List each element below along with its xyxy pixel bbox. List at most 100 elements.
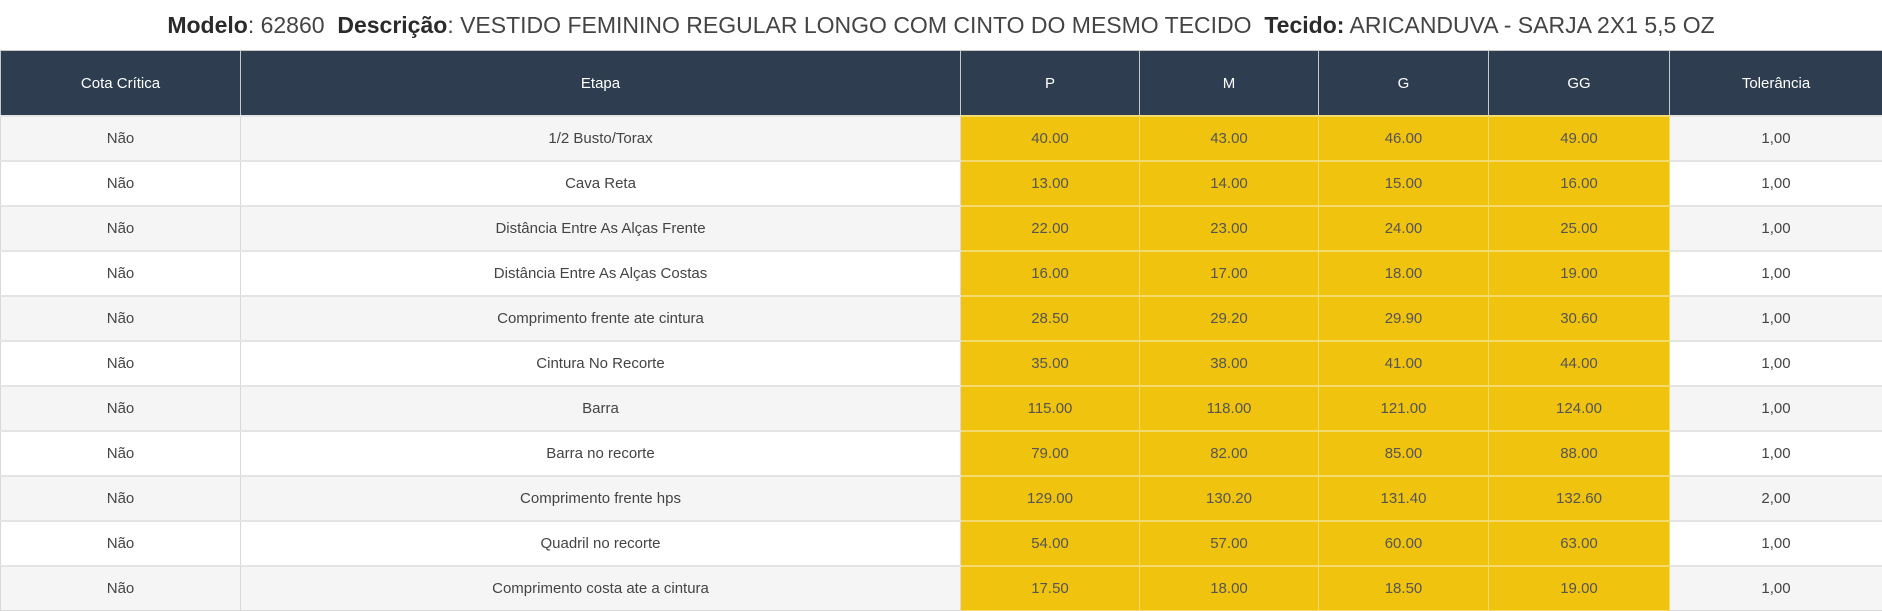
cell-tolerancia: 2,00 [1670, 476, 1882, 521]
cell-size-p: 16.00 [961, 251, 1140, 296]
cell-size-gg: 132.60 [1489, 476, 1670, 521]
cell-cota-critica: Não [1, 386, 241, 431]
cell-size-p: 79.00 [961, 431, 1140, 476]
cell-etapa: Distância Entre As Alças Costas [241, 251, 961, 296]
cell-size-p: 13.00 [961, 161, 1140, 206]
cell-etapa: Comprimento frente hps [241, 476, 961, 521]
cell-size-p: 22.00 [961, 206, 1140, 251]
cell-cota-critica: Não [1, 566, 241, 611]
cell-etapa: Barra [241, 386, 961, 431]
cell-size-gg: 16.00 [1489, 161, 1670, 206]
cell-tolerancia: 1,00 [1670, 566, 1882, 611]
cell-size-g: 121.00 [1319, 386, 1489, 431]
cell-size-m: 23.00 [1140, 206, 1319, 251]
cell-size-g: 46.00 [1319, 116, 1489, 161]
cell-tolerancia: 1,00 [1670, 116, 1882, 161]
cell-tolerancia: 1,00 [1670, 521, 1882, 566]
tecido-label: Tecido: [1264, 12, 1344, 38]
cell-size-m: 82.00 [1140, 431, 1319, 476]
cell-size-m: 130.20 [1140, 476, 1319, 521]
cell-tolerancia: 1,00 [1670, 341, 1882, 386]
cell-size-m: 14.00 [1140, 161, 1319, 206]
cell-size-g: 60.00 [1319, 521, 1489, 566]
cell-cota-critica: Não [1, 206, 241, 251]
cell-size-gg: 49.00 [1489, 116, 1670, 161]
tecido-value: ARICANDUVA - SARJA 2X1 5,5 OZ [1344, 12, 1714, 38]
cell-etapa: Cava Reta [241, 161, 961, 206]
cell-cota-critica: Não [1, 476, 241, 521]
cell-size-g: 131.40 [1319, 476, 1489, 521]
cell-size-gg: 19.00 [1489, 566, 1670, 611]
column-header-etapa: Etapa [241, 51, 961, 117]
page-title: Modelo: 62860 Descrição: VESTIDO FEMININ… [0, 0, 1882, 50]
cell-size-m: 18.00 [1140, 566, 1319, 611]
cell-tolerancia: 1,00 [1670, 161, 1882, 206]
cell-etapa: Distância Entre As Alças Frente [241, 206, 961, 251]
column-header-cota-critica: Cota Crítica [1, 51, 241, 117]
cell-size-m: 38.00 [1140, 341, 1319, 386]
cell-cota-critica: Não [1, 341, 241, 386]
cell-size-g: 85.00 [1319, 431, 1489, 476]
modelo-label: Modelo [167, 12, 248, 38]
cell-cota-critica: Não [1, 116, 241, 161]
cell-size-gg: 88.00 [1489, 431, 1670, 476]
cell-cota-critica: Não [1, 431, 241, 476]
cell-size-m: 43.00 [1140, 116, 1319, 161]
cell-size-m: 17.00 [1140, 251, 1319, 296]
cell-tolerancia: 1,00 [1670, 431, 1882, 476]
cell-cota-critica: Não [1, 161, 241, 206]
cell-tolerancia: 1,00 [1670, 206, 1882, 251]
cell-size-g: 18.00 [1319, 251, 1489, 296]
cell-size-g: 41.00 [1319, 341, 1489, 386]
cell-size-gg: 63.00 [1489, 521, 1670, 566]
cell-size-gg: 19.00 [1489, 251, 1670, 296]
cell-size-g: 24.00 [1319, 206, 1489, 251]
cell-tolerancia: 1,00 [1670, 251, 1882, 296]
cell-etapa: Comprimento costa ate a cintura [241, 566, 961, 611]
cell-size-gg: 30.60 [1489, 296, 1670, 341]
cell-tolerancia: 1,00 [1670, 296, 1882, 341]
cell-cota-critica: Não [1, 296, 241, 341]
cell-size-m: 29.20 [1140, 296, 1319, 341]
column-header-tolerancia: Tolerância [1670, 51, 1882, 117]
column-header-size-gg: GG [1489, 51, 1670, 117]
cell-size-p: 35.00 [961, 341, 1140, 386]
column-header-size-p: P [961, 51, 1140, 117]
cell-etapa: Cintura No Recorte [241, 341, 961, 386]
cell-size-g: 29.90 [1319, 296, 1489, 341]
cell-size-p: 54.00 [961, 521, 1140, 566]
cell-size-gg: 44.00 [1489, 341, 1670, 386]
descricao-label: Descrição [337, 12, 447, 38]
cell-size-p: 115.00 [961, 386, 1140, 431]
cell-size-gg: 124.00 [1489, 386, 1670, 431]
modelo-value: : 62860 [248, 12, 325, 38]
cell-etapa: Quadril no recorte [241, 521, 961, 566]
cell-size-p: 129.00 [961, 476, 1140, 521]
cell-size-g: 15.00 [1319, 161, 1489, 206]
cell-tolerancia: 1,00 [1670, 386, 1882, 431]
cell-etapa: Barra no recorte [241, 431, 961, 476]
cell-etapa: Comprimento frente ate cintura [241, 296, 961, 341]
column-header-size-g: G [1319, 51, 1489, 117]
column-header-size-m: M [1140, 51, 1319, 117]
cell-size-p: 40.00 [961, 116, 1140, 161]
cell-size-p: 17.50 [961, 566, 1140, 611]
descricao-value: : VESTIDO FEMININO REGULAR LONGO COM CIN… [447, 12, 1251, 38]
cell-size-gg: 25.00 [1489, 206, 1670, 251]
cell-etapa: 1/2 Busto/Torax [241, 116, 961, 161]
cell-size-m: 118.00 [1140, 386, 1319, 431]
cell-size-g: 18.50 [1319, 566, 1489, 611]
